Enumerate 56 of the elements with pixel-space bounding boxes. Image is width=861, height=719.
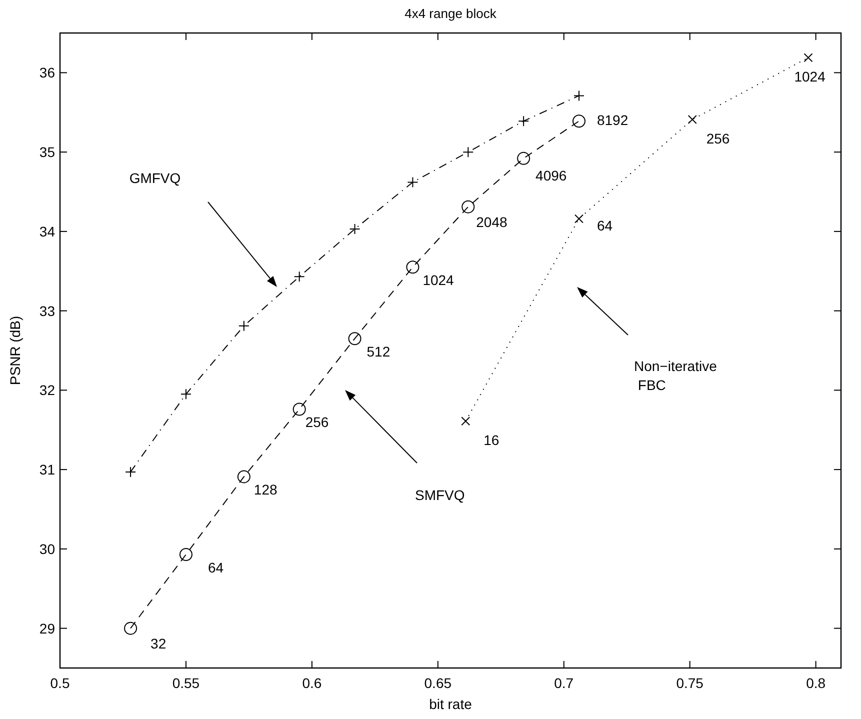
point	[804, 53, 813, 62]
y-tick-label: 35	[39, 144, 56, 160]
annotation: 256	[305, 414, 329, 430]
annotation: 8192	[596, 112, 628, 128]
y-tick-label: 31	[39, 462, 56, 478]
annotation: 4096	[536, 167, 567, 184]
y-tick-label: 33	[39, 302, 56, 319]
point	[573, 90, 584, 102]
point	[179, 548, 192, 561]
point	[688, 115, 697, 124]
x-tick-label: 0.5	[50, 675, 70, 691]
point	[292, 402, 306, 416]
x-tick-label: 0.75	[676, 675, 704, 691]
point	[238, 320, 250, 332]
x-axis-title: bit rate	[429, 696, 472, 712]
chart-title: 4x4 range block	[404, 6, 497, 21]
y-axis-title: PSNR (dB)	[7, 316, 23, 386]
annotation: 64	[596, 218, 613, 234]
annotation: 256	[706, 130, 730, 147]
point	[461, 416, 470, 426]
point	[406, 260, 420, 274]
annotation: 1024	[422, 272, 454, 288]
point	[237, 470, 250, 484]
point	[349, 224, 360, 235]
annotation: 16	[484, 432, 500, 448]
x-tick-label: 0.55	[172, 675, 200, 691]
point	[180, 388, 192, 400]
annotation: 2048	[476, 214, 508, 230]
annotation: SMFVQ	[415, 487, 465, 503]
x-tick-label: 0.65	[424, 675, 452, 691]
y-tick-label: 36	[39, 64, 56, 81]
y-tick-label: 30	[39, 540, 56, 557]
annotation: 128	[254, 482, 278, 498]
annotation: 1024	[794, 68, 826, 85]
point	[294, 271, 305, 282]
x-tick-label: 0.8	[806, 675, 826, 691]
point	[574, 214, 584, 224]
point	[348, 332, 362, 346]
annotation: 32	[150, 635, 166, 652]
point	[517, 152, 530, 165]
point	[462, 146, 474, 158]
x-tick-label: 0.7	[554, 675, 574, 691]
point	[462, 200, 475, 214]
annotation: 512	[366, 344, 390, 360]
y-tick-label: 32	[39, 382, 56, 398]
annotation: Non−iterative FBC	[634, 358, 718, 393]
annotation: GMFVQ	[129, 170, 181, 186]
point	[572, 114, 586, 128]
point	[518, 116, 530, 127]
point	[124, 622, 138, 635]
x-tick-label: 0.6	[302, 675, 322, 691]
annotation: 64	[208, 559, 224, 576]
y-tick-label: 29	[39, 620, 56, 636]
point	[407, 176, 418, 188]
point	[125, 466, 136, 478]
y-tick-label: 34	[39, 223, 56, 240]
